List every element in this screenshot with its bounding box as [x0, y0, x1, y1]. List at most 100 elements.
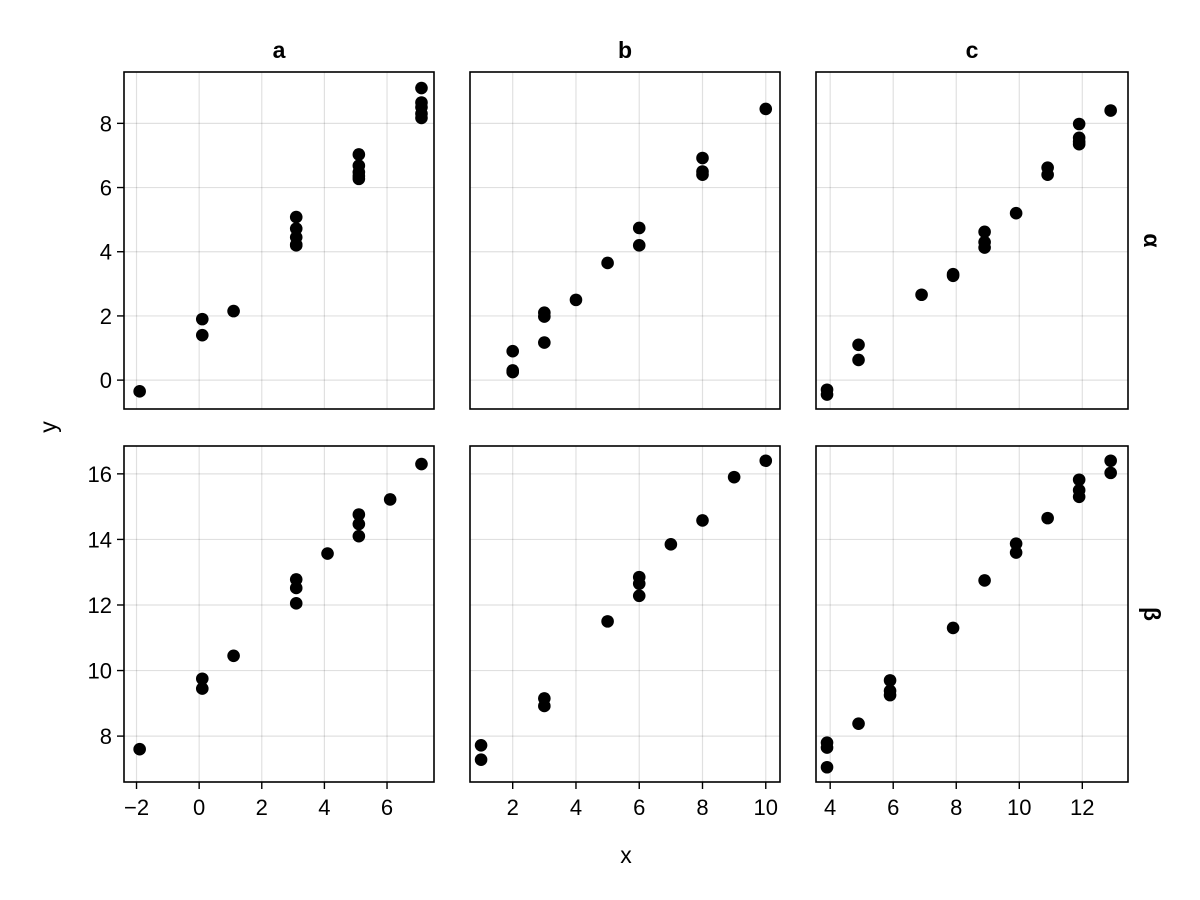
data-point — [289, 597, 303, 610]
x-tick-label: −2 — [124, 795, 149, 820]
data-point — [978, 241, 991, 254]
y-tick-label: 6 — [100, 176, 112, 201]
data-point — [289, 581, 303, 595]
data-point — [474, 738, 488, 752]
data-point — [506, 344, 520, 358]
data-point — [759, 102, 773, 116]
x-tick-label: 2 — [507, 795, 519, 820]
y-tick-label: 14 — [88, 527, 112, 552]
panel-frame — [469, 445, 781, 783]
panel-frame — [123, 445, 435, 783]
x-tick-label: 0 — [193, 795, 205, 820]
data-point — [1009, 546, 1023, 559]
data-point — [415, 81, 428, 95]
x-tick-label: 10 — [1007, 795, 1031, 820]
y-tick-label: 8 — [100, 111, 112, 136]
data-point — [1072, 137, 1086, 151]
row-label: β — [1139, 607, 1165, 621]
data-point — [820, 388, 834, 401]
x-tick-label: 8 — [696, 795, 708, 820]
data-point — [852, 353, 865, 367]
data-point — [696, 151, 709, 165]
x-tick-label: 10 — [754, 795, 778, 820]
data-point — [289, 222, 303, 235]
data-point — [1072, 490, 1086, 504]
column-title: b — [618, 37, 632, 63]
data-point — [415, 457, 428, 471]
data-point — [820, 760, 834, 774]
x-tick-label: 6 — [633, 795, 645, 820]
x-tick-label: 6 — [887, 795, 899, 820]
data-point — [601, 256, 614, 270]
column-title: c — [966, 37, 979, 63]
data-point — [1104, 104, 1117, 117]
y-tick-label: 2 — [100, 304, 112, 329]
row-label: α — [1139, 233, 1165, 247]
data-point — [632, 589, 646, 603]
data-point — [978, 225, 991, 239]
data-point — [664, 538, 678, 551]
data-point — [133, 742, 146, 756]
panel-a-0 — [123, 71, 435, 410]
data-point — [352, 148, 366, 161]
data-point — [227, 304, 240, 318]
panel-b-1 — [469, 445, 781, 783]
x-tick-label: 12 — [1070, 795, 1094, 820]
data-point — [1104, 454, 1117, 468]
data-point — [1009, 537, 1023, 550]
data-point — [1072, 117, 1086, 131]
x-tick-label: 6 — [381, 795, 393, 820]
x-axis-label: x — [620, 842, 632, 868]
data-point — [289, 239, 303, 252]
data-point — [474, 753, 488, 767]
data-point — [632, 239, 646, 252]
data-point — [1072, 473, 1086, 487]
data-point — [946, 269, 960, 283]
data-point — [601, 615, 614, 628]
data-point — [632, 221, 646, 235]
y-axis-label: y — [35, 421, 61, 433]
data-point — [227, 649, 240, 663]
data-point — [569, 293, 583, 307]
data-point — [727, 470, 741, 484]
data-point — [632, 577, 646, 590]
data-point — [915, 288, 928, 302]
panel-b-0 — [469, 71, 781, 410]
data-point — [415, 111, 428, 125]
data-point — [133, 385, 146, 398]
data-point — [538, 699, 551, 713]
data-point — [538, 336, 551, 349]
data-point — [1041, 168, 1054, 182]
x-tick-label: 4 — [824, 795, 836, 820]
y-tick-label: 12 — [88, 593, 112, 618]
x-tick-label: 4 — [570, 795, 582, 820]
data-point — [1009, 206, 1023, 220]
data-point — [195, 682, 209, 695]
data-point — [195, 672, 209, 686]
data-point — [383, 493, 397, 506]
data-point — [352, 517, 366, 531]
data-point — [538, 310, 551, 323]
data-point — [195, 312, 209, 326]
y-tick-label: 16 — [88, 462, 112, 487]
data-point — [352, 529, 366, 543]
data-point — [759, 454, 773, 468]
y-tick-label: 4 — [100, 240, 112, 265]
data-point — [978, 574, 991, 587]
panel-frame — [815, 71, 1129, 410]
y-tick-label: 8 — [100, 724, 112, 749]
data-point — [852, 717, 865, 730]
data-point — [946, 621, 960, 635]
data-point — [352, 508, 366, 521]
panel-c-0 — [815, 71, 1129, 410]
data-point — [352, 172, 366, 186]
x-tick-label: 8 — [950, 795, 962, 820]
data-point — [852, 338, 865, 352]
data-point — [696, 514, 709, 527]
panel-frame — [469, 71, 781, 410]
data-point — [696, 168, 709, 182]
data-point — [883, 688, 897, 702]
data-point — [1041, 511, 1054, 525]
panel-frame — [123, 71, 435, 410]
